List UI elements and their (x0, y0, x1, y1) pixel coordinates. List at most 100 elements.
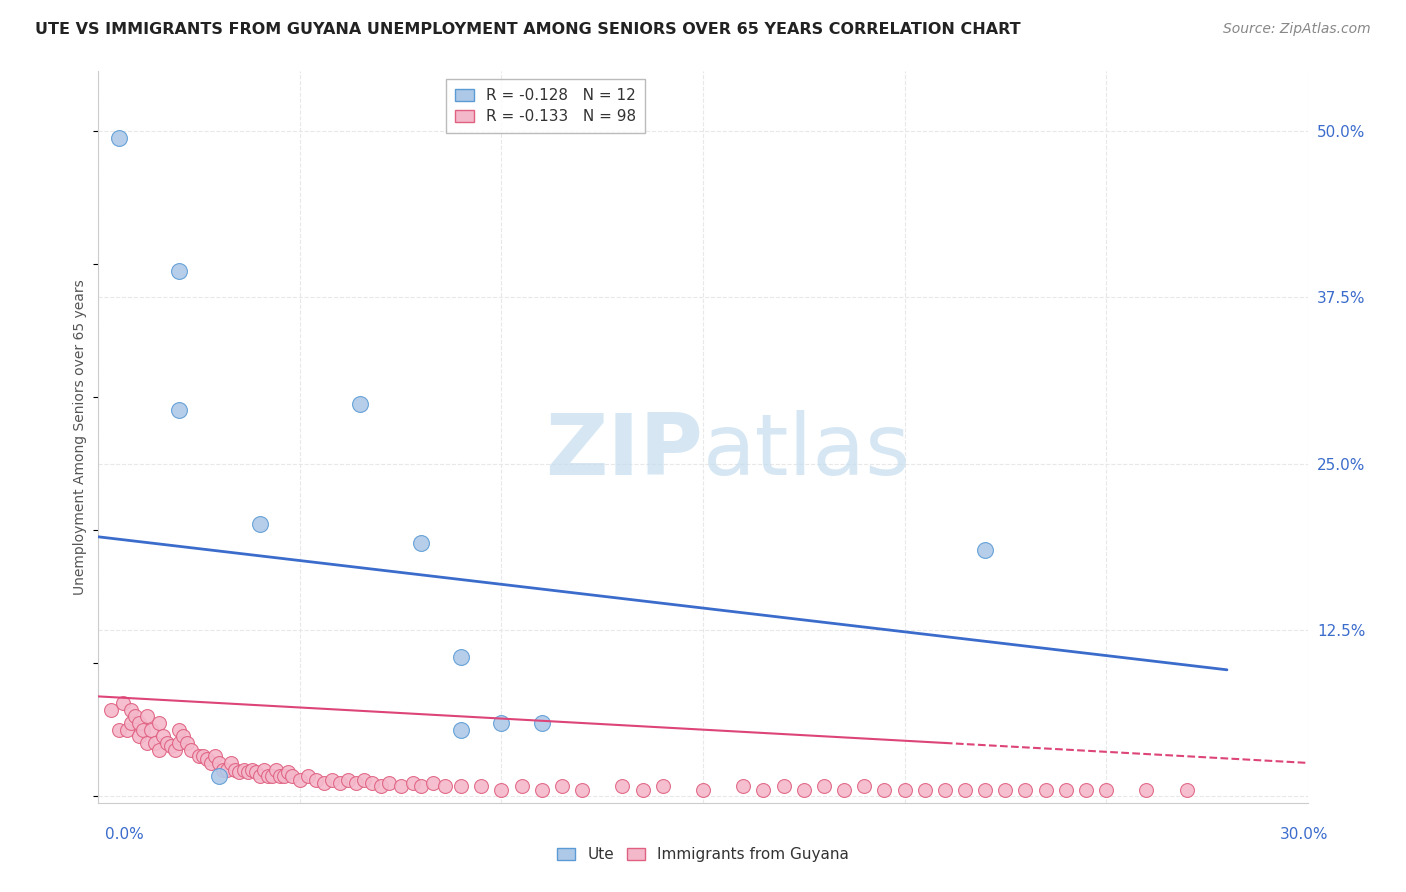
Point (204, 749, 226, 764)
Point (510, 779, 533, 793)
Point (370, 779, 392, 793)
Point (321, 773, 343, 788)
Point (107, 723, 129, 737)
Point (692, 782, 714, 797)
Point (1035, 782, 1057, 797)
Point (297, 769, 319, 783)
Point (260, 769, 283, 783)
Point (1095, 782, 1118, 797)
Point (167, 736, 190, 750)
Point (1054, 782, 1077, 797)
Point (450, 649, 472, 664)
Point (530, 782, 553, 797)
Text: 30.0%: 30.0% (1281, 827, 1329, 841)
Text: atlas: atlas (703, 410, 911, 493)
Point (934, 782, 956, 797)
Point (288, 773, 311, 788)
Point (224, 763, 246, 777)
Point (832, 782, 855, 797)
Point (631, 782, 654, 797)
Point (551, 779, 574, 793)
Point (120, 716, 142, 731)
Point (100, 703, 122, 717)
Point (752, 782, 775, 797)
Point (389, 779, 412, 793)
Text: ZIP: ZIP (546, 410, 703, 493)
Point (195, 752, 218, 766)
Point (314, 776, 336, 790)
Point (124, 709, 146, 723)
Point (277, 765, 299, 780)
Point (212, 763, 235, 777)
Point (135, 709, 157, 723)
Point (132, 723, 155, 737)
Text: 0.0%: 0.0% (105, 827, 145, 841)
Point (377, 776, 399, 790)
Point (305, 773, 328, 788)
Point (1074, 782, 1097, 797)
Point (208, 769, 231, 783)
Point (115, 723, 138, 737)
Point (148, 716, 170, 731)
Point (148, 742, 170, 756)
Point (160, 739, 183, 753)
Text: Source: ZipAtlas.com: Source: ZipAtlas.com (1223, 22, 1371, 37)
Point (256, 769, 278, 783)
Point (152, 729, 174, 743)
Point (450, 723, 472, 737)
Point (188, 749, 211, 764)
Point (269, 769, 291, 783)
Point (772, 779, 794, 793)
Point (245, 765, 267, 780)
Point (163, 742, 186, 756)
Point (200, 756, 222, 770)
Point (273, 769, 295, 783)
Point (344, 776, 367, 790)
Point (120, 703, 142, 717)
Point (491, 716, 513, 731)
Point (193, 749, 215, 764)
Point (530, 716, 553, 731)
Point (128, 716, 150, 731)
Point (228, 765, 250, 780)
Point (135, 736, 157, 750)
Point (128, 729, 150, 743)
Point (167, 403, 190, 417)
Point (953, 782, 976, 797)
Point (651, 779, 673, 793)
Point (470, 779, 492, 793)
Point (107, 131, 129, 145)
Point (612, 779, 634, 793)
Point (349, 397, 371, 411)
Point (994, 782, 1017, 797)
Point (914, 782, 936, 797)
Point (409, 536, 432, 550)
Point (249, 516, 271, 531)
Point (337, 773, 360, 788)
Point (139, 723, 162, 737)
Point (434, 779, 457, 793)
Point (1175, 782, 1198, 797)
Point (180, 742, 202, 756)
Point (793, 782, 815, 797)
Point (733, 779, 755, 793)
Point (893, 782, 915, 797)
Point (422, 776, 444, 790)
Point (221, 756, 243, 770)
Point (853, 779, 876, 793)
Point (176, 736, 198, 750)
Text: UTE VS IMMIGRANTS FROM GUYANA UNEMPLOYMENT AMONG SENIORS OVER 65 YEARS CORRELATI: UTE VS IMMIGRANTS FROM GUYANA UNEMPLOYME… (35, 22, 1021, 37)
Point (873, 782, 896, 797)
Point (167, 723, 190, 737)
Y-axis label: Unemployment Among Seniors over 65 years: Unemployment Among Seniors over 65 years (73, 279, 87, 595)
Point (402, 776, 425, 790)
Point (361, 776, 384, 790)
Point (571, 782, 593, 797)
Point (281, 769, 304, 783)
Point (813, 779, 835, 793)
Point (1135, 782, 1157, 797)
Legend: Ute, Immigrants from Guyana: Ute, Immigrants from Guyana (551, 841, 855, 868)
Point (450, 779, 472, 793)
Point (111, 696, 134, 710)
Point (249, 769, 271, 783)
